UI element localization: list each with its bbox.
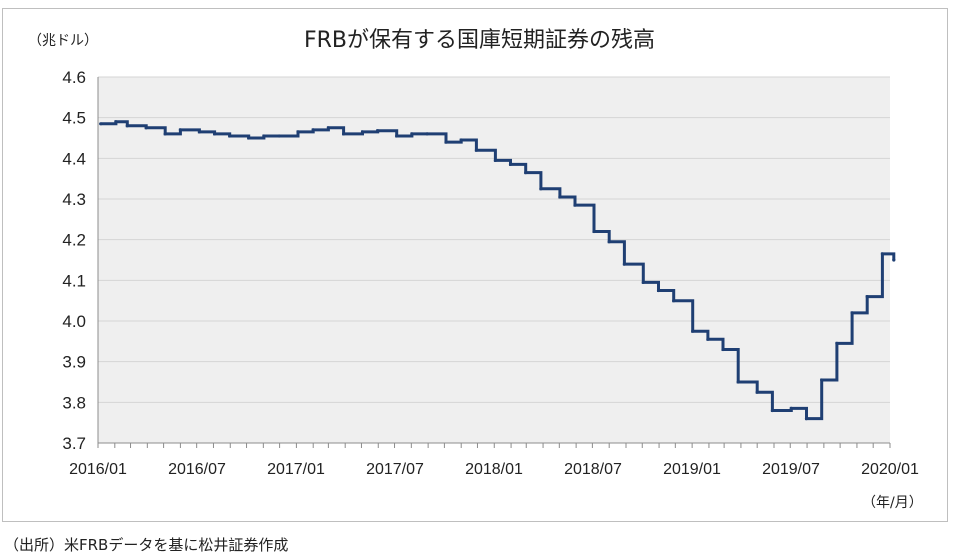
data-point	[444, 140, 448, 144]
y-axis-unit-label: （兆ドル）	[28, 33, 98, 49]
data-point	[865, 295, 869, 299]
data-point	[114, 120, 118, 124]
data-point	[360, 130, 365, 134]
data-point	[163, 132, 167, 136]
chart-title: FRBが保有する国庫短期証券の残高	[303, 28, 656, 53]
data-point	[99, 122, 103, 126]
data-point	[524, 171, 528, 175]
x-tick-label: 2017/01	[267, 461, 325, 478]
data-point	[425, 132, 429, 136]
data-point	[622, 262, 627, 266]
plot-area	[98, 77, 890, 443]
data-point	[410, 132, 414, 136]
data-point	[835, 341, 839, 345]
y-tick-label: 4.2	[62, 231, 86, 250]
data-point	[770, 408, 775, 413]
data-point	[607, 240, 611, 244]
data-point	[641, 280, 645, 284]
data-point	[493, 158, 497, 162]
y-tick-label: 4.0	[62, 312, 86, 331]
x-tick-label: 2019/07	[762, 461, 820, 478]
data-point	[789, 406, 793, 410]
y-tick-label: 3.8	[62, 393, 86, 412]
data-point	[296, 130, 300, 134]
x-axis-unit-label: （年/月）	[862, 495, 923, 511]
data-point	[656, 288, 661, 293]
x-tick-label: 2016/01	[69, 461, 127, 478]
data-point	[213, 132, 217, 136]
data-point	[592, 229, 596, 234]
data-point	[850, 311, 854, 315]
data-point	[508, 162, 513, 166]
data-point	[311, 128, 315, 132]
y-tick-label: 4.4	[62, 149, 86, 168]
x-tick-label: 2017/07	[366, 461, 424, 478]
data-point	[342, 132, 346, 136]
data-point	[262, 134, 266, 138]
y-tick-label: 4.1	[62, 271, 86, 290]
data-point	[820, 378, 824, 382]
data-point	[178, 128, 182, 132]
x-tick-label: 2018/07	[564, 461, 622, 478]
data-point	[125, 124, 129, 128]
data-point	[326, 126, 330, 130]
y-tick-label: 4.6	[62, 68, 86, 87]
x-tick-label: 2020/01	[861, 461, 919, 478]
data-point	[558, 195, 562, 199]
data-point	[721, 347, 725, 352]
data-point	[197, 130, 201, 134]
data-point	[672, 299, 676, 303]
data-point	[247, 136, 251, 140]
y-tick-label: 4.3	[62, 190, 86, 209]
data-point	[539, 187, 543, 191]
data-point	[892, 258, 896, 262]
x-tick-label: 2018/01	[465, 461, 523, 478]
data-point	[459, 138, 463, 142]
data-point	[376, 129, 380, 133]
data-point	[880, 252, 885, 256]
data-point	[706, 337, 710, 341]
data-point	[144, 126, 148, 130]
data-point	[573, 203, 577, 207]
data-point	[691, 329, 695, 333]
data-point	[228, 134, 232, 138]
data-point	[277, 134, 281, 138]
y-tick-label: 4.5	[62, 109, 86, 128]
data-point	[755, 390, 759, 394]
y-tick-label: 3.7	[62, 434, 86, 453]
x-tick-label: 2019/01	[663, 461, 721, 478]
y-tick-label: 3.9	[62, 353, 86, 372]
x-tick-label: 2016/07	[168, 461, 226, 478]
data-point	[736, 380, 740, 384]
data-point	[395, 134, 399, 138]
data-point	[804, 417, 809, 421]
data-point	[474, 148, 478, 152]
source-note: （出所）米FRBデータを基に松井証券作成	[4, 536, 289, 554]
